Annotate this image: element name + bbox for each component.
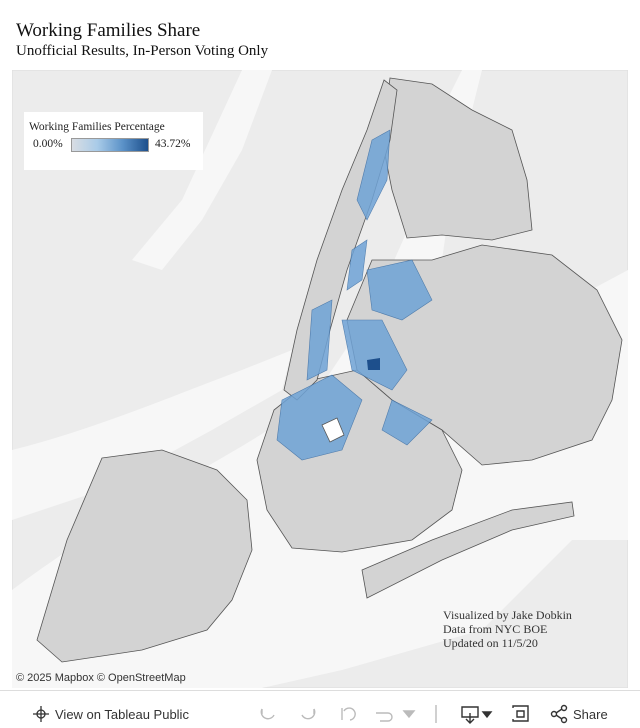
- credit-line: Data from NYC BOE: [443, 622, 548, 636]
- credit-line: Updated on 11/5/20: [443, 636, 538, 650]
- view-on-tableau[interactable]: View on Tableau Public: [55, 707, 189, 722]
- share-button[interactable]: Share: [573, 707, 608, 722]
- subtitle: Unofficial Results, In-Person Voting Onl…: [16, 43, 269, 59]
- credit-line: Visualized by Jake Dobkin: [443, 608, 572, 622]
- legend-min: 0.00%: [33, 138, 63, 150]
- toolbar-icons: [33, 704, 568, 724]
- legend-gradient: [71, 138, 149, 152]
- legend: Working Families Percentage 0.00% 43.72%: [24, 112, 203, 170]
- attribution[interactable]: © 2025 Mapbox © OpenStreetMap: [16, 672, 186, 684]
- title: Working Families Share: [16, 20, 201, 41]
- legend-title: Working Families Percentage: [29, 121, 165, 133]
- credits: Visualized by Jake Dobkin Data from NYC …: [443, 608, 572, 650]
- legend-max: 43.72%: [155, 138, 191, 150]
- map[interactable]: [12, 70, 628, 688]
- toolbar: View on Tableau Public Share: [0, 690, 640, 728]
